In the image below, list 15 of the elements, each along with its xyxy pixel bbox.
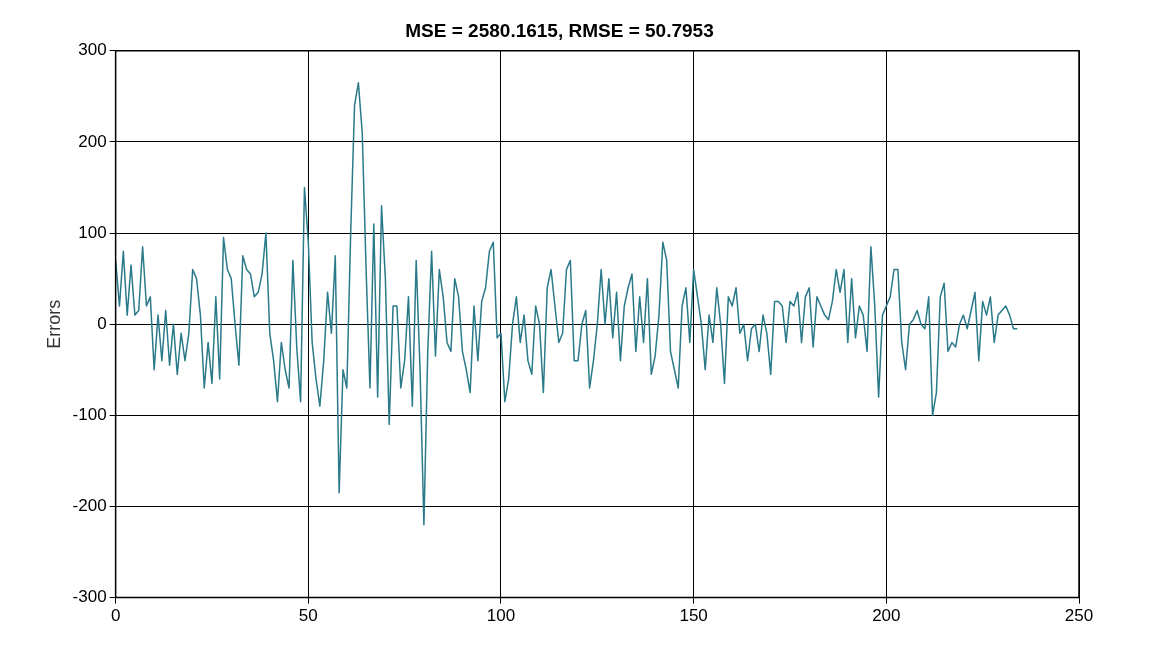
x-tick-label: 200 xyxy=(872,606,901,626)
y-tick-label: 0 xyxy=(97,313,107,333)
x-tick-label: 50 xyxy=(298,606,318,626)
chart-title: MSE = 2580.1615, RMSE = 50.7953 xyxy=(405,19,714,41)
y-axis-title: Errors xyxy=(43,299,64,349)
y-tick-label: -100 xyxy=(72,405,107,425)
y-tick-label: -200 xyxy=(72,496,107,516)
y-tick-label: 200 xyxy=(78,131,107,151)
x-tick-label: 250 xyxy=(1064,606,1094,626)
x-tick-label: 0 xyxy=(110,606,121,626)
y-tick-label: 100 xyxy=(78,222,107,242)
x-tick-label: 150 xyxy=(679,606,708,626)
y-tick-label: -300 xyxy=(72,587,107,607)
x-tick-label: 100 xyxy=(486,606,516,626)
y-tick-label: 300 xyxy=(78,40,107,60)
